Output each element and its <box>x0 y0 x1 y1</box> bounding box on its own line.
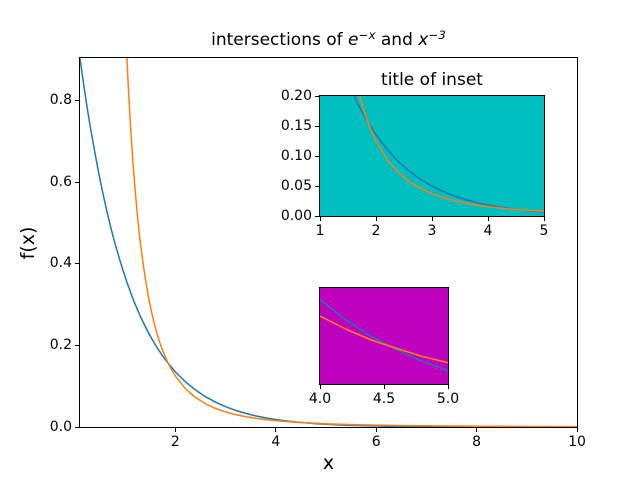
x-tick-label: 2 <box>371 223 381 239</box>
x-tick <box>487 216 489 221</box>
x-tick-label: 4 <box>271 434 281 450</box>
y-tick <box>315 215 320 217</box>
x-tick <box>275 427 277 432</box>
x-tick-label: 4 <box>483 223 493 239</box>
x-tick <box>576 427 578 432</box>
y-tick-label: 0.00 <box>280 207 312 224</box>
title-func2-base: x <box>418 30 429 50</box>
x-tick-label: 10 <box>568 434 586 450</box>
y-tick-label: 0.10 <box>280 147 312 164</box>
y-tick-label: 0.8 <box>49 92 72 109</box>
title-text-mid: and <box>375 30 419 50</box>
inset2-axes: 4.0 4.5 5.0 <box>309 287 459 407</box>
plot-curves <box>80 58 577 427</box>
plot-curves <box>320 298 448 372</box>
y-tick-label: 0.20 <box>280 87 312 104</box>
x-tick <box>447 384 449 389</box>
y-tick <box>75 344 80 346</box>
curve-exp_neg_x <box>353 96 544 213</box>
curve-exp_neg_x <box>80 58 577 427</box>
y-tick-label: 0.6 <box>49 173 72 190</box>
curve-x_pow_neg3 <box>320 315 448 364</box>
y-tick <box>75 181 80 183</box>
curve-x_pow_neg3 <box>126 58 577 427</box>
figure-title: intersections of e−x and x−3 <box>80 28 577 50</box>
x-tick-label: 5.0 <box>436 391 460 407</box>
y-tick-label: 0.4 <box>49 255 72 272</box>
x-tick-label: 8 <box>472 434 482 450</box>
x-tick-label: 2 <box>170 434 180 450</box>
title-func2-exponent: −3 <box>428 28 446 43</box>
y-tick <box>315 185 320 187</box>
x-tick-label: 3 <box>427 223 437 239</box>
x-tick-label: 6 <box>371 434 381 450</box>
x-tick <box>319 384 321 389</box>
y-tick-label: 0.05 <box>280 177 312 194</box>
x-tick-label: 1 <box>315 223 325 239</box>
y-tick <box>315 155 320 157</box>
x-tick-label: 4.5 <box>372 391 396 407</box>
x-tick-label: 4.0 <box>308 391 332 407</box>
x-tick <box>476 427 478 432</box>
curve-exp_neg_x <box>320 298 448 372</box>
plot-curves <box>353 96 544 213</box>
inset1-title: title of inset <box>381 70 483 90</box>
x-tick <box>319 216 321 221</box>
curve-x_pow_neg3 <box>359 96 544 212</box>
y-tick-label: 0.0 <box>49 418 72 435</box>
y-tick-label: 0.2 <box>49 336 72 353</box>
x-tick <box>383 384 385 389</box>
y-axis-label: f(x) <box>17 226 39 260</box>
x-tick <box>431 216 433 221</box>
y-tick <box>75 426 80 428</box>
x-tick <box>375 216 377 221</box>
y-tick <box>75 263 80 265</box>
title-func1-base: e <box>348 30 359 50</box>
y-tick-label: 0.15 <box>280 117 312 134</box>
y-tick <box>75 100 80 102</box>
title-func1-exponent: −x <box>358 28 376 43</box>
x-tick <box>174 427 176 432</box>
x-tick <box>543 216 545 221</box>
x-axis-label: x <box>322 452 335 474</box>
inset1-axes: 1 2 3 4 5 0.00 0.05 0.10 0.15 0.20 <box>281 88 549 240</box>
x-tick <box>375 427 377 432</box>
y-tick <box>315 125 320 127</box>
title-text-before: intersections of <box>211 30 349 50</box>
x-tick-label: 5 <box>539 223 549 239</box>
y-tick <box>315 95 320 97</box>
